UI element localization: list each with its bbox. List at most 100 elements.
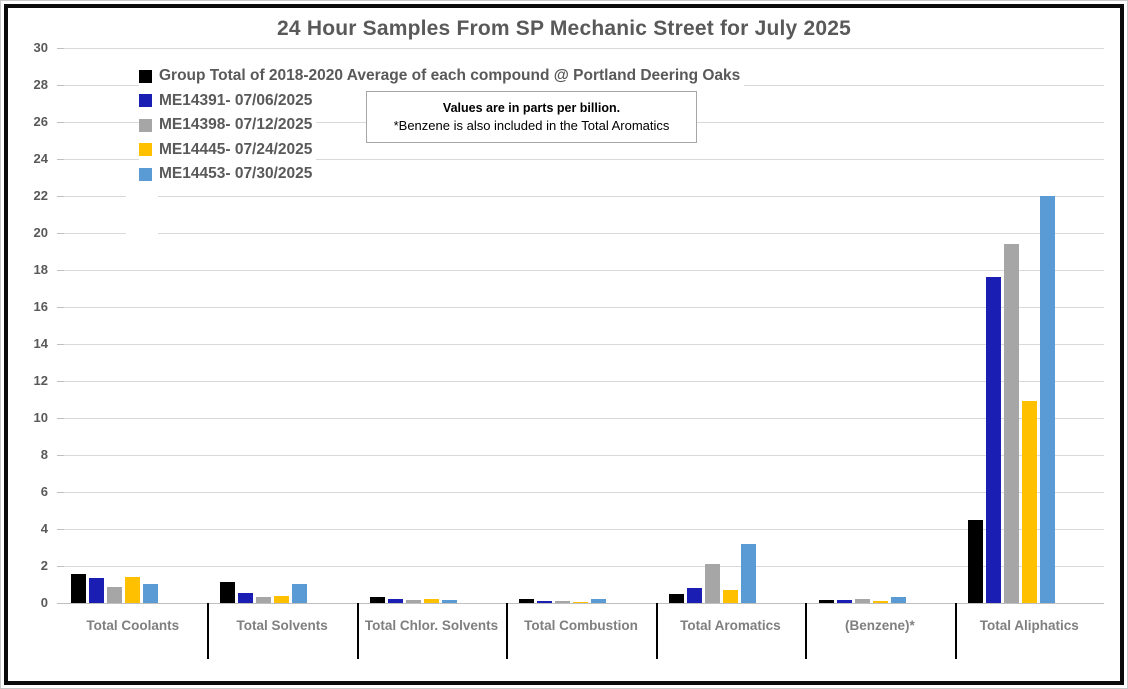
bar-2-cat-3: [388, 599, 403, 603]
y-tick-label: 24: [33, 151, 48, 166]
legend-item-label: ME14391- 07/06/2025: [159, 91, 313, 109]
bar-3-cat-7: [1004, 244, 1019, 603]
gridline: [58, 418, 1104, 419]
y-axis-tick: [57, 529, 64, 530]
y-tick-label: 20: [33, 225, 48, 240]
legend-item-label: Group Total of 2018-2020 Average of each…: [159, 67, 741, 84]
bar-3-cat-1: [107, 587, 122, 603]
y-tick-label: 0: [40, 595, 48, 610]
category-separator: [955, 603, 957, 659]
gridline: [58, 492, 1104, 493]
chart: 24 Hour Samples From SP Mechanic Street …: [4, 4, 1124, 685]
legend-swatch-icon: [139, 167, 152, 181]
y-axis-tick: [57, 85, 64, 86]
y-axis-tick: [57, 381, 64, 382]
bar-2-cat-2: [238, 593, 253, 603]
bar-1-cat-3: [370, 597, 385, 603]
y-tick-label: 18: [33, 262, 48, 277]
bar-5-cat-4: [591, 599, 606, 603]
x-category-label: Total Coolants: [86, 617, 180, 633]
bar-4-cat-2: [274, 596, 289, 603]
y-tick-label: 16: [33, 299, 48, 314]
y-axis-tick: [57, 418, 64, 419]
gridline: [58, 270, 1104, 271]
x-category-label: Total Aromatics: [680, 617, 781, 633]
category-separator: [506, 603, 508, 659]
y-tick-label: 6: [40, 484, 48, 499]
legend-item-1: Group Total of 2018-2020 Average of each…: [139, 66, 745, 86]
y-tick-label: 22: [33, 188, 48, 203]
note-line-units: Values are in parts per billion.: [442, 101, 621, 115]
category-separator: [805, 603, 807, 659]
y-tick-label: 2: [40, 558, 48, 573]
bar-5-cat-7: [1040, 196, 1055, 603]
bar-4-cat-1: [125, 577, 140, 603]
x-category-label: (Benzene)*: [844, 617, 915, 633]
bar-2-cat-7: [986, 277, 1001, 603]
legend-item-label: ME14398- 07/12/2025: [159, 116, 313, 133]
y-axis-tick: [57, 307, 64, 308]
bar-4-cat-4: [573, 602, 588, 603]
bar-3-cat-5: [705, 564, 720, 603]
note-box: Values are in parts per billion. *Benzen…: [366, 91, 697, 143]
gridline: [58, 196, 1104, 197]
y-tick-label: 12: [33, 373, 48, 388]
gridline: [58, 381, 1104, 382]
y-axis-tick: [57, 159, 64, 160]
blank-text-box: [126, 196, 158, 251]
y-axis-tick: [57, 566, 64, 567]
x-category-label: Total Chlor. Solvents: [364, 617, 499, 633]
legend-swatch-icon: [139, 118, 152, 132]
y-tick-label: 14: [33, 336, 48, 351]
note-line-benzene: *Benzene is also included in the Total A…: [393, 118, 670, 133]
gridline: [58, 48, 1104, 49]
category-separator: [656, 603, 658, 659]
bar-2-cat-4: [537, 601, 552, 603]
bar-5-cat-3: [442, 600, 457, 603]
y-axis-tick: [57, 122, 64, 123]
gridline: [58, 529, 1104, 530]
bar-3-cat-4: [555, 601, 570, 603]
bar-4-cat-6: [873, 601, 888, 603]
bar-2-cat-6: [837, 600, 852, 603]
bar-5-cat-1: [143, 584, 158, 603]
gridline: [58, 233, 1104, 234]
bar-2-cat-5: [687, 588, 702, 603]
legend: Group Total of 2018-2020 Average of each…: [139, 66, 745, 184]
legend-swatch-icon: [139, 143, 152, 156]
bar-3-cat-6: [855, 599, 870, 603]
y-tick-label: 30: [33, 40, 48, 55]
bar-5-cat-5: [741, 544, 756, 603]
legend-item-5: ME14453- 07/30/2025: [139, 164, 317, 184]
legend-item-2: ME14391- 07/06/2025: [139, 90, 317, 111]
y-tick-label: 10: [33, 410, 48, 425]
bar-3-cat-3: [406, 600, 421, 603]
y-tick-label: 26: [33, 114, 48, 129]
y-axis-tick: [57, 270, 64, 271]
bar-3-cat-2: [256, 597, 271, 603]
bar-5-cat-6: [891, 597, 906, 603]
legend-item-3: ME14398- 07/12/2025: [139, 115, 317, 135]
legend-item-4: ME14445- 07/24/2025: [139, 139, 317, 160]
chart-title: 24 Hour Samples From SP Mechanic Street …: [277, 17, 851, 40]
x-axis-line: [58, 603, 1104, 604]
x-category-label: Total Solvents: [236, 617, 328, 633]
category-separator: [357, 603, 359, 659]
y-tick-label: 28: [33, 77, 48, 92]
bar-1-cat-1: [71, 574, 86, 603]
category-separator: [207, 603, 209, 659]
gridline: [58, 455, 1104, 456]
y-tick-label: 4: [40, 521, 48, 536]
gridline: [58, 566, 1104, 567]
bar-2-cat-1: [89, 578, 104, 603]
bar-4-cat-5: [723, 590, 738, 603]
y-axis-tick: [57, 455, 64, 456]
bar-1-cat-7: [968, 520, 983, 603]
bar-5-cat-2: [292, 584, 307, 603]
y-axis-tick: [57, 196, 64, 197]
x-category-label: Total Aliphatics: [979, 617, 1079, 633]
bar-4-cat-7: [1022, 401, 1037, 603]
y-axis-tick: [57, 48, 64, 49]
x-category-label: Total Combustion: [524, 617, 638, 633]
